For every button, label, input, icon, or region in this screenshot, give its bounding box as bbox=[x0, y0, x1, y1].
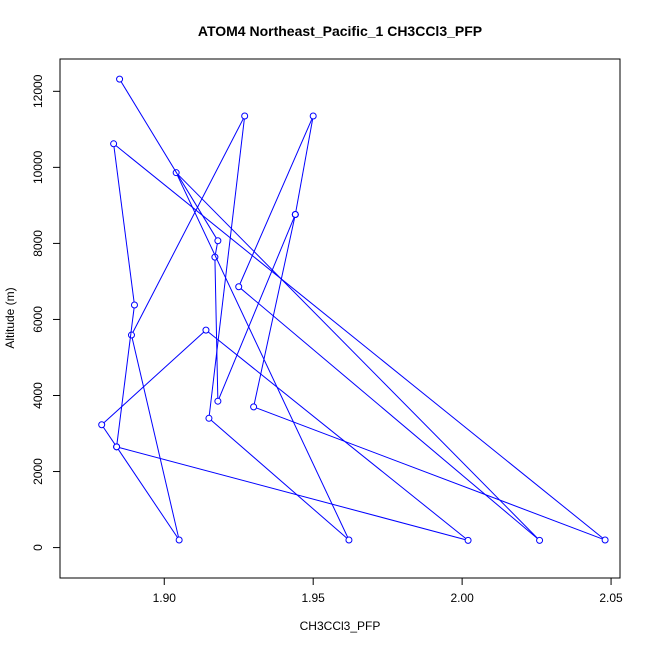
series-segment bbox=[239, 118, 313, 285]
data-point bbox=[214, 397, 222, 405]
y-axis-label: Altitude (m) bbox=[3, 287, 17, 348]
data-point bbox=[345, 536, 353, 544]
data-point bbox=[205, 414, 213, 422]
y-tick-label: 8000 bbox=[31, 230, 45, 257]
data-point bbox=[172, 169, 180, 177]
series-segment bbox=[214, 243, 218, 255]
y-tick-label: 6000 bbox=[31, 306, 45, 333]
data-point bbox=[250, 403, 258, 411]
data-point bbox=[211, 253, 219, 261]
data-point bbox=[464, 536, 472, 544]
series-segment bbox=[113, 146, 135, 303]
x-tick-label: 1.90 bbox=[153, 591, 177, 605]
y-tick-label: 10000 bbox=[31, 150, 45, 184]
x-tick-label: 1.95 bbox=[302, 591, 326, 605]
series-segment bbox=[210, 419, 347, 539]
y-axis: 0 2000 4000 6000 8000 10000 12000 bbox=[31, 74, 61, 551]
y-tick-label: 2000 bbox=[31, 458, 45, 485]
data-point bbox=[291, 211, 299, 219]
data-point bbox=[98, 421, 106, 429]
data-point bbox=[113, 443, 121, 451]
data-point bbox=[214, 237, 222, 245]
data-point bbox=[536, 536, 544, 544]
series-segment bbox=[176, 175, 349, 538]
series-segment bbox=[102, 426, 116, 445]
series-lines bbox=[102, 81, 604, 541]
x-tick-label: 2.00 bbox=[450, 591, 474, 605]
x-axis-label: CH3CCl3_PFP bbox=[300, 619, 381, 633]
series-segment bbox=[218, 217, 295, 399]
x-axis: 1.90 1.95 2.00 2.05 bbox=[153, 577, 623, 605]
data-point bbox=[601, 536, 609, 544]
series-segment bbox=[256, 407, 603, 540]
data-point bbox=[202, 326, 210, 334]
series-segment bbox=[116, 307, 135, 444]
series-segment bbox=[103, 331, 205, 424]
series-segment bbox=[208, 118, 245, 416]
series-segment bbox=[177, 174, 538, 539]
series-segment bbox=[120, 81, 217, 239]
data-point bbox=[241, 112, 249, 120]
y-tick-label: 12000 bbox=[31, 74, 45, 108]
x-tick-label: 2.05 bbox=[599, 591, 623, 605]
y-tick-label: 4000 bbox=[31, 382, 45, 409]
series-segment bbox=[207, 331, 467, 539]
data-point bbox=[127, 331, 135, 339]
series-segment bbox=[117, 449, 178, 538]
series-segment bbox=[214, 260, 219, 399]
data-point bbox=[110, 140, 118, 148]
data-point bbox=[130, 301, 138, 309]
data-point bbox=[175, 536, 183, 544]
series-segment bbox=[295, 118, 314, 212]
series-segment bbox=[240, 288, 538, 539]
series-segment bbox=[132, 118, 244, 333]
chart-title: ATOM4 Northeast_Pacific_1 CH3CCl3_PFP bbox=[198, 23, 482, 39]
series-segment bbox=[253, 217, 296, 405]
data-point bbox=[235, 283, 243, 291]
data-point bbox=[309, 112, 317, 120]
data-point bbox=[116, 75, 124, 83]
series-markers bbox=[98, 75, 609, 544]
series-segment bbox=[119, 447, 466, 541]
series-segment bbox=[131, 337, 179, 538]
y-tick-label: 0 bbox=[31, 544, 45, 551]
series-segment bbox=[115, 145, 604, 539]
